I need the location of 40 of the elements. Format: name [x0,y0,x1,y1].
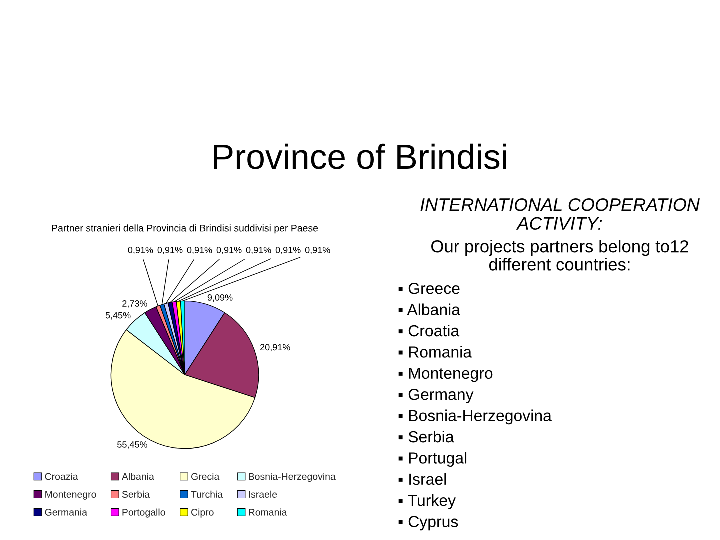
legend-label: Israele [249,490,278,498]
data-label: 0,91% [305,247,330,254]
text: ▪ Romania [398,346,472,358]
text: ▪ Albania [398,304,461,316]
text: INTERNATIONAL COOPERATION ACTIVITY: [420,198,700,230]
data-label: 5,45% [106,312,131,320]
legend-label: Turchia [191,490,224,498]
data-label: 2,73% [122,300,148,308]
data-label: 20,91% [260,344,290,352]
data-label: 9,09% [208,294,233,302]
text: ▪ Israel [398,473,446,486]
legend-label: Croazia [45,473,78,480]
legend-label: Montenegro [46,491,96,500]
legend-label: Grecia [192,473,220,480]
text: ▪ Greece [398,282,460,294]
text: ▪ Portugal [398,452,467,468]
legend-label: Germania [45,508,88,516]
data-label: 0,91% [128,247,154,254]
text: ▪ Turkey [398,494,456,510]
legend-label: Serbia [122,490,150,498]
legend-label: Cipro [192,508,214,518]
legend-label: Romania [249,508,288,516]
text: Province of Brindisi [214,144,506,170]
text: ▪ Bosnia-Herzegovina [398,410,552,425]
data-label: 0,91% [246,247,272,254]
chart-title: Partner stranieri della Provincia di Brindisi suddivisi per Paese [52,224,318,234]
data-label: 0,91% [187,247,212,254]
text: Our projects partners belong to12 different countries: [432,240,688,271]
text: ▪ Montenegro [398,368,493,382]
text: ▪ Germany [398,388,474,404]
legend-label: Portogallo [122,508,166,518]
text: ▪ Cyprus [398,516,458,531]
data-label: 0,91% [216,247,242,254]
legend-label: Albania [122,473,154,480]
data-label: 0,91% [276,247,301,254]
text: ▪ Serbia [398,430,454,443]
legend-label: Bosnia-Herzegovina [249,473,336,482]
data-label: 0,91% [158,247,183,254]
data-label: 55,45% [118,442,148,449]
text: ▪ Croatia [398,324,460,337]
